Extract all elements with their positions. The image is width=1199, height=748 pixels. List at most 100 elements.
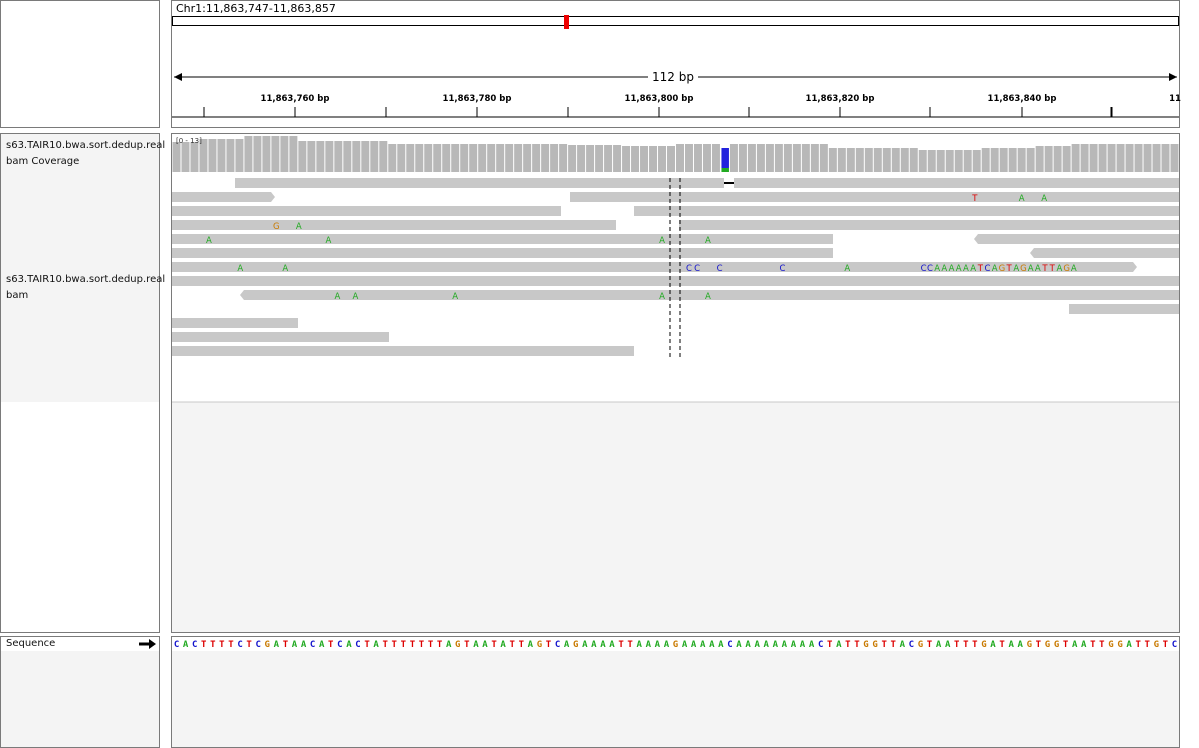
- deletion-mark: [724, 182, 734, 184]
- coverage-bar: [622, 146, 631, 172]
- coverage-bar: [577, 145, 586, 172]
- mismatch-base: A: [941, 264, 947, 274]
- coverage-bar: [1098, 144, 1107, 172]
- strand-arrow-icon[interactable]: [1, 637, 159, 651]
- coverage-bar: [271, 136, 280, 172]
- reference-base: T: [401, 640, 407, 650]
- reference-base: G: [1054, 640, 1059, 650]
- reference-base: G: [1045, 640, 1050, 650]
- read-alignment: [172, 332, 389, 342]
- coverage-bar: [1044, 146, 1053, 172]
- reference-base: T: [509, 640, 515, 650]
- mismatch-base: A: [326, 236, 332, 246]
- reference-base: A: [664, 640, 670, 650]
- coverage-bar: [658, 146, 667, 172]
- coverage-bar: [729, 144, 738, 172]
- mismatch-base: C: [780, 264, 786, 274]
- read-alignment: [679, 220, 1179, 230]
- reference-base: T: [1145, 640, 1151, 650]
- reference-base: A: [591, 640, 597, 650]
- read-alignment: [974, 234, 1179, 244]
- read-alignment: [172, 220, 616, 230]
- coverage-bar: [774, 144, 783, 172]
- coverage-bar: [972, 150, 981, 172]
- read-alignment: [570, 192, 1179, 202]
- coverage-bar: [1035, 146, 1044, 172]
- reference-base: A: [528, 640, 534, 650]
- coverage-bar: [199, 139, 208, 172]
- ruler-panel[interactable]: Chr1:11,863,747-11,863,857 112 bp 11,863…: [171, 0, 1181, 128]
- alignment-track-label[interactable]: s63.TAIR10.bwa.sort.dedup.real bam: [6, 274, 166, 301]
- reference-base: T: [210, 640, 216, 650]
- coverage-track-label[interactable]: s63.TAIR10.bwa.sort.dedup.real bam Covera…: [6, 140, 166, 167]
- reference-base: A: [764, 640, 770, 650]
- coverage-bar: [1161, 144, 1170, 172]
- tick-label: 11,863,800 bp: [624, 94, 694, 104]
- coverage-bar: [361, 141, 370, 172]
- reference-base: T: [228, 640, 234, 650]
- coverage-bar: [765, 144, 774, 172]
- coverage-bar: [604, 145, 613, 172]
- reference-base: A: [582, 640, 588, 650]
- coverage-bar: [756, 144, 765, 172]
- sequence-track-label[interactable]: Sequence: [6, 638, 56, 649]
- tick-label: 11: [1169, 94, 1181, 104]
- mismatch-base: T: [971, 194, 978, 204]
- reference-base: G: [863, 640, 868, 650]
- reference-base: A: [301, 640, 307, 650]
- coverage-range-label: [0 - 13]: [176, 137, 202, 145]
- coverage-bar: [711, 144, 720, 172]
- coverage-bar: [352, 141, 361, 172]
- read-alignment: [172, 206, 561, 216]
- coverage-bar: [595, 145, 604, 172]
- reference-base: T: [328, 640, 334, 650]
- header-name-panel: [0, 0, 160, 128]
- tick-label: 11,863,760 bp: [260, 94, 330, 104]
- reference-base: T: [1163, 640, 1169, 650]
- reference-base: A: [791, 640, 797, 650]
- reference-base: A: [691, 640, 697, 650]
- mismatch-base: C: [694, 264, 700, 274]
- coverage-bar: [963, 150, 972, 172]
- reference-base: A: [809, 640, 815, 650]
- span-left-arrow-icon: [174, 73, 182, 81]
- coverage-bar: [181, 142, 190, 172]
- coverage-bar: [792, 144, 801, 172]
- mismatch-base: A: [282, 264, 288, 274]
- coverage-bar: [801, 144, 810, 172]
- mismatch-base: C: [985, 264, 991, 274]
- reference-base: A: [800, 640, 806, 650]
- coverage-bar: [738, 144, 747, 172]
- coverage-bar: [954, 150, 963, 172]
- reference-base: G: [455, 640, 460, 650]
- chromosome-ideogram[interactable]: [172, 15, 1179, 29]
- mismatch-base: C: [717, 264, 723, 274]
- alignment-graphics[interactable]: T A AG AA A A AA A C C C C A C C A A A A A A T C A G T A G A A T T A G AA A…: [172, 134, 1179, 632]
- reference-base: C: [555, 640, 560, 650]
- mismatch-bases: T A AG AA A A AA A C C C C A C C A A A A A A T C A G T A G A A T T A G AA A…: [206, 194, 1077, 302]
- reference-base: G: [1027, 640, 1032, 650]
- read-alignment: [172, 192, 275, 202]
- reference-base: A: [773, 640, 779, 650]
- coverage-bar: [1143, 144, 1152, 172]
- reference-base: T: [1135, 640, 1141, 650]
- mismatch-base: T: [1005, 264, 1012, 274]
- coverage-bar: [945, 150, 954, 172]
- reference-base: G: [872, 640, 877, 650]
- reference-base: T: [618, 640, 624, 650]
- coverage-bar: [523, 144, 532, 172]
- reference-base: T: [963, 640, 969, 650]
- minor-ticks: [203, 107, 1113, 117]
- reference-base: T: [927, 640, 933, 650]
- mismatch-base: T: [977, 264, 984, 274]
- reference-base: C: [237, 640, 242, 650]
- mismatch-base: A: [1013, 264, 1019, 274]
- reference-base: C: [255, 640, 260, 650]
- coverage-bar: [810, 144, 819, 172]
- read-rows: [172, 178, 1179, 356]
- reference-base: C: [310, 640, 315, 650]
- reference-base: A: [274, 640, 280, 650]
- current-region-marker: [564, 15, 569, 29]
